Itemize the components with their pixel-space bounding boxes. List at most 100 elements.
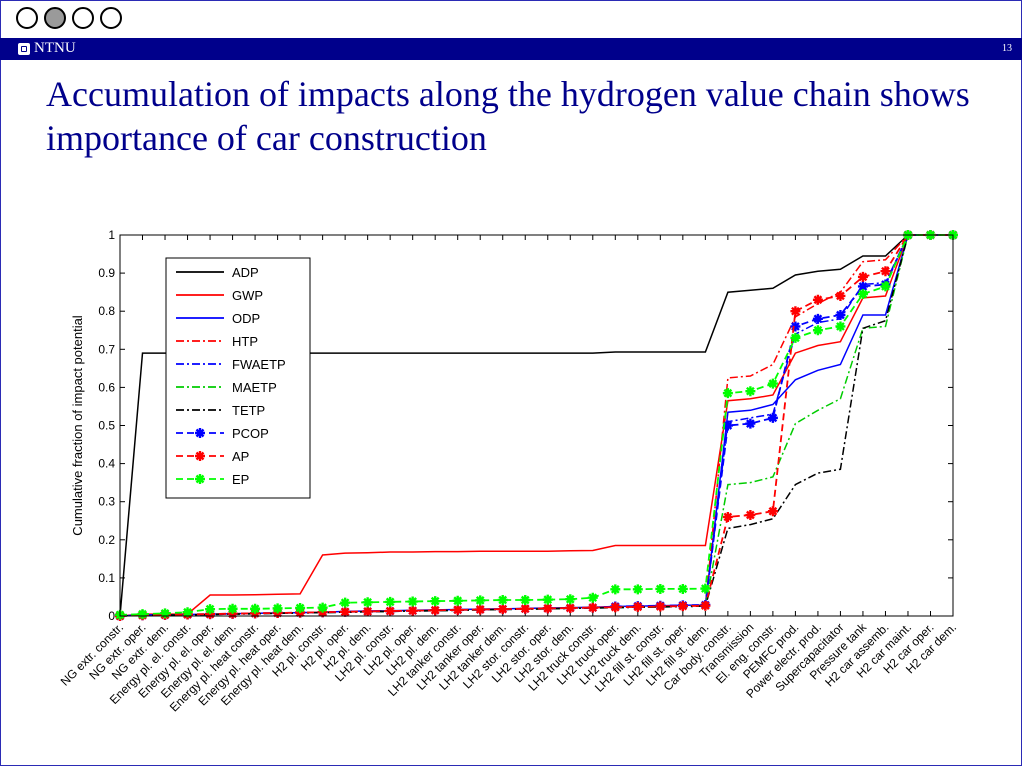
data-point-marker [767, 378, 778, 389]
data-point-marker [497, 604, 508, 615]
data-point-marker [857, 289, 868, 300]
data-point-marker [295, 602, 306, 613]
data-point-marker [542, 603, 553, 614]
data-point-marker [767, 506, 778, 517]
legend-label: ODP [232, 311, 260, 326]
data-point-marker [632, 584, 643, 595]
data-point-marker [722, 511, 733, 522]
data-point-marker [195, 451, 205, 461]
legend-label: EP [232, 472, 249, 487]
data-point-marker [700, 583, 711, 594]
data-point-marker [565, 602, 576, 613]
legend-label: GWP [232, 288, 263, 303]
y-tick-label: 0.4 [98, 457, 115, 471]
data-point-marker [677, 601, 688, 612]
nav-circle-4[interactable] [100, 7, 122, 29]
plot-frame [119, 234, 954, 617]
data-point-marker [407, 596, 418, 607]
data-point-marker [587, 602, 598, 613]
data-point-marker [677, 583, 688, 594]
data-point-marker [880, 281, 891, 292]
y-tick-label: 0.6 [98, 380, 115, 394]
data-point-marker [835, 321, 846, 332]
legend-label: ADP [232, 265, 259, 280]
nav-circle-1[interactable] [16, 7, 38, 29]
data-point-marker [587, 592, 598, 603]
data-point-marker [430, 605, 441, 616]
legend-box [165, 257, 311, 499]
data-point-marker [520, 594, 531, 605]
data-point-marker [340, 597, 351, 608]
series-line-tetp [119, 234, 953, 617]
data-point-marker [632, 601, 643, 612]
data-point-marker [857, 281, 868, 292]
legend-label: AP [232, 449, 249, 464]
data-point-marker [430, 596, 441, 607]
nav-circle-3[interactable] [72, 7, 94, 29]
data-point-marker [857, 271, 868, 282]
ntnu-logo-icon [18, 42, 30, 55]
slide-title: Accumulation of impacts along the hydrog… [46, 74, 970, 158]
y-axis-label: Cumulative fraction of impact potential [70, 315, 85, 535]
data-point-marker [520, 603, 531, 614]
y-tick-label: 0.5 [98, 419, 115, 433]
nav-circle-2[interactable] [44, 7, 66, 29]
data-point-marker [475, 604, 486, 615]
legend-label: PCOP [232, 426, 269, 441]
data-point-marker [385, 606, 396, 617]
y-tick-label: 0.8 [98, 304, 115, 318]
data-point-marker [385, 596, 396, 607]
data-point-marker [745, 510, 756, 521]
data-point-marker [790, 306, 801, 317]
data-point-marker [407, 605, 418, 616]
data-point-marker [317, 602, 328, 613]
data-point-marker [340, 606, 351, 617]
data-point-marker [835, 290, 846, 301]
y-tick-label: 0 [108, 609, 115, 623]
legend-label: MAETP [232, 380, 277, 395]
data-point-marker [880, 266, 891, 277]
data-point-marker [700, 600, 711, 611]
legend-label: FWAETP [232, 357, 286, 372]
data-point-marker [812, 313, 823, 324]
y-tick-label: 0.2 [98, 533, 115, 547]
data-point-marker [497, 594, 508, 605]
data-point-marker [767, 412, 778, 423]
data-point-marker [722, 420, 733, 431]
header-bar: NTNU 13 [0, 38, 1022, 60]
slide-nav-indicators [16, 7, 122, 29]
y-tick-label: 0.3 [98, 495, 115, 509]
data-point-marker [835, 310, 846, 321]
data-point-marker [195, 474, 205, 484]
data-point-marker [182, 607, 193, 618]
brand-name: NTNU [34, 40, 76, 56]
y-tick-label: 0.7 [98, 342, 115, 356]
data-point-marker [362, 606, 373, 617]
data-point-marker [137, 609, 148, 620]
legend-label: HTP [232, 334, 258, 349]
data-point-marker [722, 388, 733, 399]
data-point-marker [452, 595, 463, 606]
data-point-marker [745, 386, 756, 397]
data-point-marker [812, 294, 823, 305]
brand: NTNU [18, 40, 76, 57]
data-point-marker [227, 603, 238, 614]
data-point-marker [362, 597, 373, 608]
data-point-marker [812, 325, 823, 336]
data-point-marker [452, 604, 463, 615]
page-number: 13 [1002, 43, 1012, 54]
data-point-marker [610, 584, 621, 595]
data-point-marker [790, 332, 801, 343]
y-tick-label: 0.1 [98, 571, 115, 585]
data-point-marker [195, 428, 205, 438]
data-point-marker [205, 604, 216, 615]
data-point-marker [565, 594, 576, 605]
legend-label: TETP [232, 403, 265, 418]
y-tick-label: 1 [108, 228, 115, 242]
data-point-marker [542, 594, 553, 605]
data-point-marker [655, 583, 666, 594]
y-tick-label: 0.9 [98, 266, 115, 280]
